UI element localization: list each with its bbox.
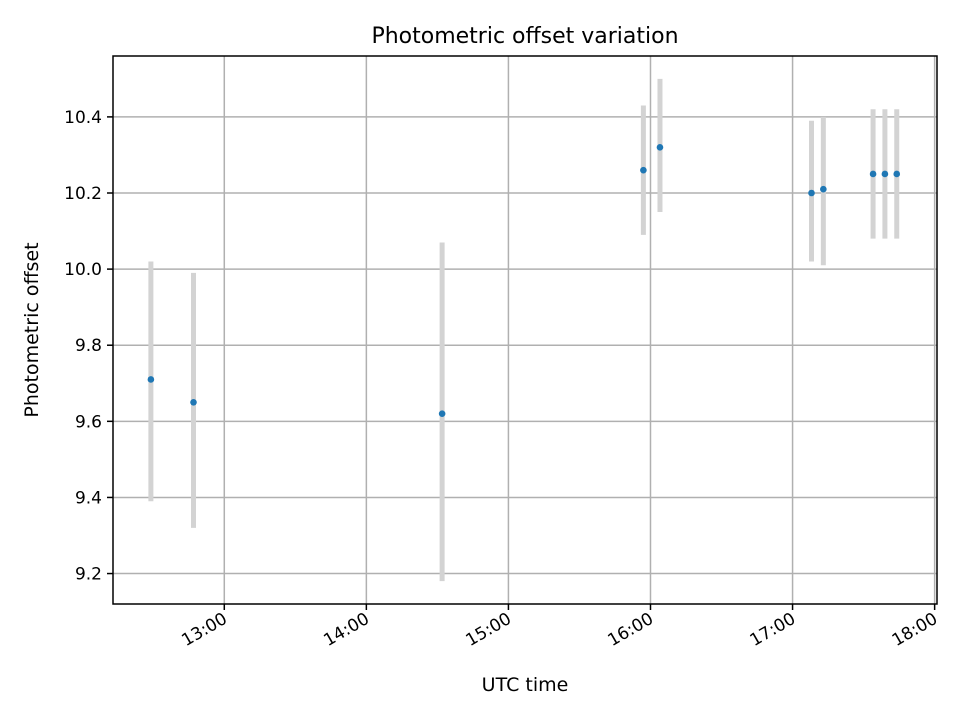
data-point <box>640 166 647 174</box>
data-point <box>438 410 446 418</box>
data-point <box>656 144 664 151</box>
y-tick-label: 10.2 <box>64 184 102 204</box>
y-tick-label: 10.0 <box>64 260 102 280</box>
x-axis-label: UTC time <box>482 674 569 696</box>
data-point <box>808 189 815 197</box>
y-tick-label: 9.2 <box>75 565 102 585</box>
data-point <box>190 399 197 406</box>
chart-title: Photometric offset variation <box>371 24 678 49</box>
data-point <box>147 376 155 383</box>
data-point <box>893 170 901 178</box>
grid-layer <box>113 56 937 604</box>
data-point <box>881 170 889 178</box>
y-tick-label: 9.4 <box>75 488 102 508</box>
y-tick-label: 10.4 <box>64 108 102 128</box>
y-tick-label: 9.8 <box>75 336 102 356</box>
y-axis-label: Photometric offset <box>21 242 43 417</box>
point-layer <box>147 144 901 418</box>
plot-frame <box>112 55 938 605</box>
y-tick-label: 9.6 <box>75 412 102 432</box>
data-point <box>869 170 877 178</box>
data-point <box>820 185 827 193</box>
